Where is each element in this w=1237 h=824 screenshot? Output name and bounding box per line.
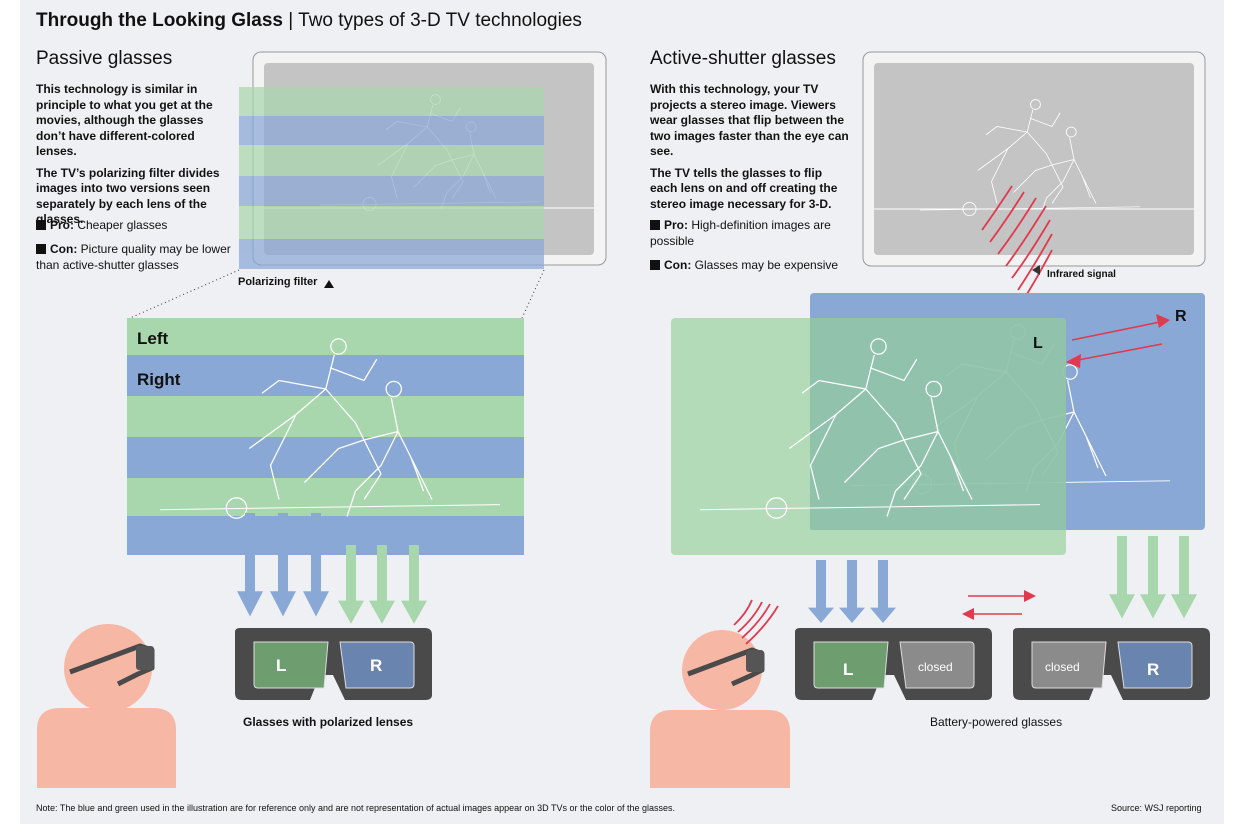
passive-para-2: The TV’s polarizing filter divides image…: [36, 165, 220, 227]
con-text: Glasses may be expensive: [694, 258, 839, 272]
active-stereo-images: [671, 293, 1205, 555]
passive-con: Con: Picture quality may be lower than a…: [36, 242, 232, 273]
passive-pro: Pro: Cheaper glasses: [36, 218, 236, 234]
footer-source: Source: WSJ reporting: [1111, 803, 1202, 813]
con-label: Con:: [664, 258, 692, 272]
passive-striped-image: [127, 318, 524, 555]
active-description: With this technology, your TV projects a…: [650, 82, 852, 218]
glasses-sync-arrows: [962, 590, 1036, 620]
passive-glasses: [235, 628, 432, 700]
passive-lens-right: R: [370, 656, 383, 675]
projection-line-left: [129, 269, 240, 319]
active-para-1: With this technology, your TV projects a…: [650, 82, 849, 158]
footer-note: Note: The blue and green used in the ill…: [36, 803, 676, 813]
pro-label: Pro:: [50, 218, 74, 232]
active-glasses-2: [1013, 628, 1210, 700]
passive-glasses-caption: Glasses with polarized lenses: [243, 715, 414, 729]
con-label: Con:: [50, 242, 78, 256]
square-bullet-icon: [36, 244, 46, 254]
polarizing-filter-label: Polarizing filter: [238, 276, 318, 288]
title-subtitle: Two types of 3-D TV technologies: [298, 10, 582, 31]
square-bullet-icon: [36, 220, 46, 230]
active-glasses-1-lens: L: [843, 660, 854, 679]
title-bold: Through the Looking Glass: [36, 10, 283, 31]
passive-para-1: This technology is similar in principle …: [36, 82, 213, 158]
polarizing-filter: [239, 87, 544, 269]
infrared-signal-label: Infrared signal: [1047, 269, 1116, 280]
arrow-right-icon: [1071, 314, 1170, 341]
active-para-2: The TV tells the glasses to flip each le…: [650, 165, 838, 211]
con-text: Picture quality may be lower than active…: [36, 242, 231, 272]
active-glasses-caption: Battery-powered glasses: [930, 715, 1063, 729]
pro-label: Pro:: [664, 218, 688, 232]
pro-text: High-definition images are possible: [650, 218, 831, 248]
viewer-icon: [650, 630, 790, 788]
active-tv: [862, 51, 1206, 267]
square-bullet-icon: [650, 260, 660, 270]
stripe-right-label: Right: [137, 370, 181, 389]
active-glasses-2-lens: R: [1147, 660, 1160, 679]
active-pro: Pro: High-definition images are possible: [650, 218, 850, 249]
passive-lens-left: L: [276, 656, 287, 675]
active-image-left-label: L: [1033, 335, 1043, 352]
infrared-waves-icon: [733, 599, 779, 645]
square-bullet-icon: [650, 220, 660, 230]
infrared-waves-icon: [981, 185, 1053, 303]
viewer-icon: [37, 624, 176, 788]
pro-text: Cheaper glasses: [77, 218, 168, 232]
projection-line-right: [521, 269, 545, 319]
triangle-left-icon: [1032, 265, 1040, 275]
active-con: Con: Glasses may be expensive: [650, 258, 854, 274]
page-title: Through the Looking Glass | Two types of…: [36, 10, 582, 32]
active-heading: Active-shutter glasses: [650, 48, 836, 69]
active-glasses-2-closed: closed: [1045, 660, 1080, 674]
passive-description: This technology is similar in principle …: [36, 82, 226, 234]
passive-heading: Passive glasses: [36, 48, 173, 69]
active-image-right-label: R: [1175, 308, 1187, 325]
triangle-up-icon: [324, 280, 334, 288]
active-glasses-1-closed: closed: [918, 660, 953, 674]
stripe-left-label: Left: [137, 329, 169, 348]
active-glasses-1: [795, 628, 992, 700]
title-separator: |: [283, 10, 299, 31]
arrow-left-icon: [1066, 343, 1163, 368]
